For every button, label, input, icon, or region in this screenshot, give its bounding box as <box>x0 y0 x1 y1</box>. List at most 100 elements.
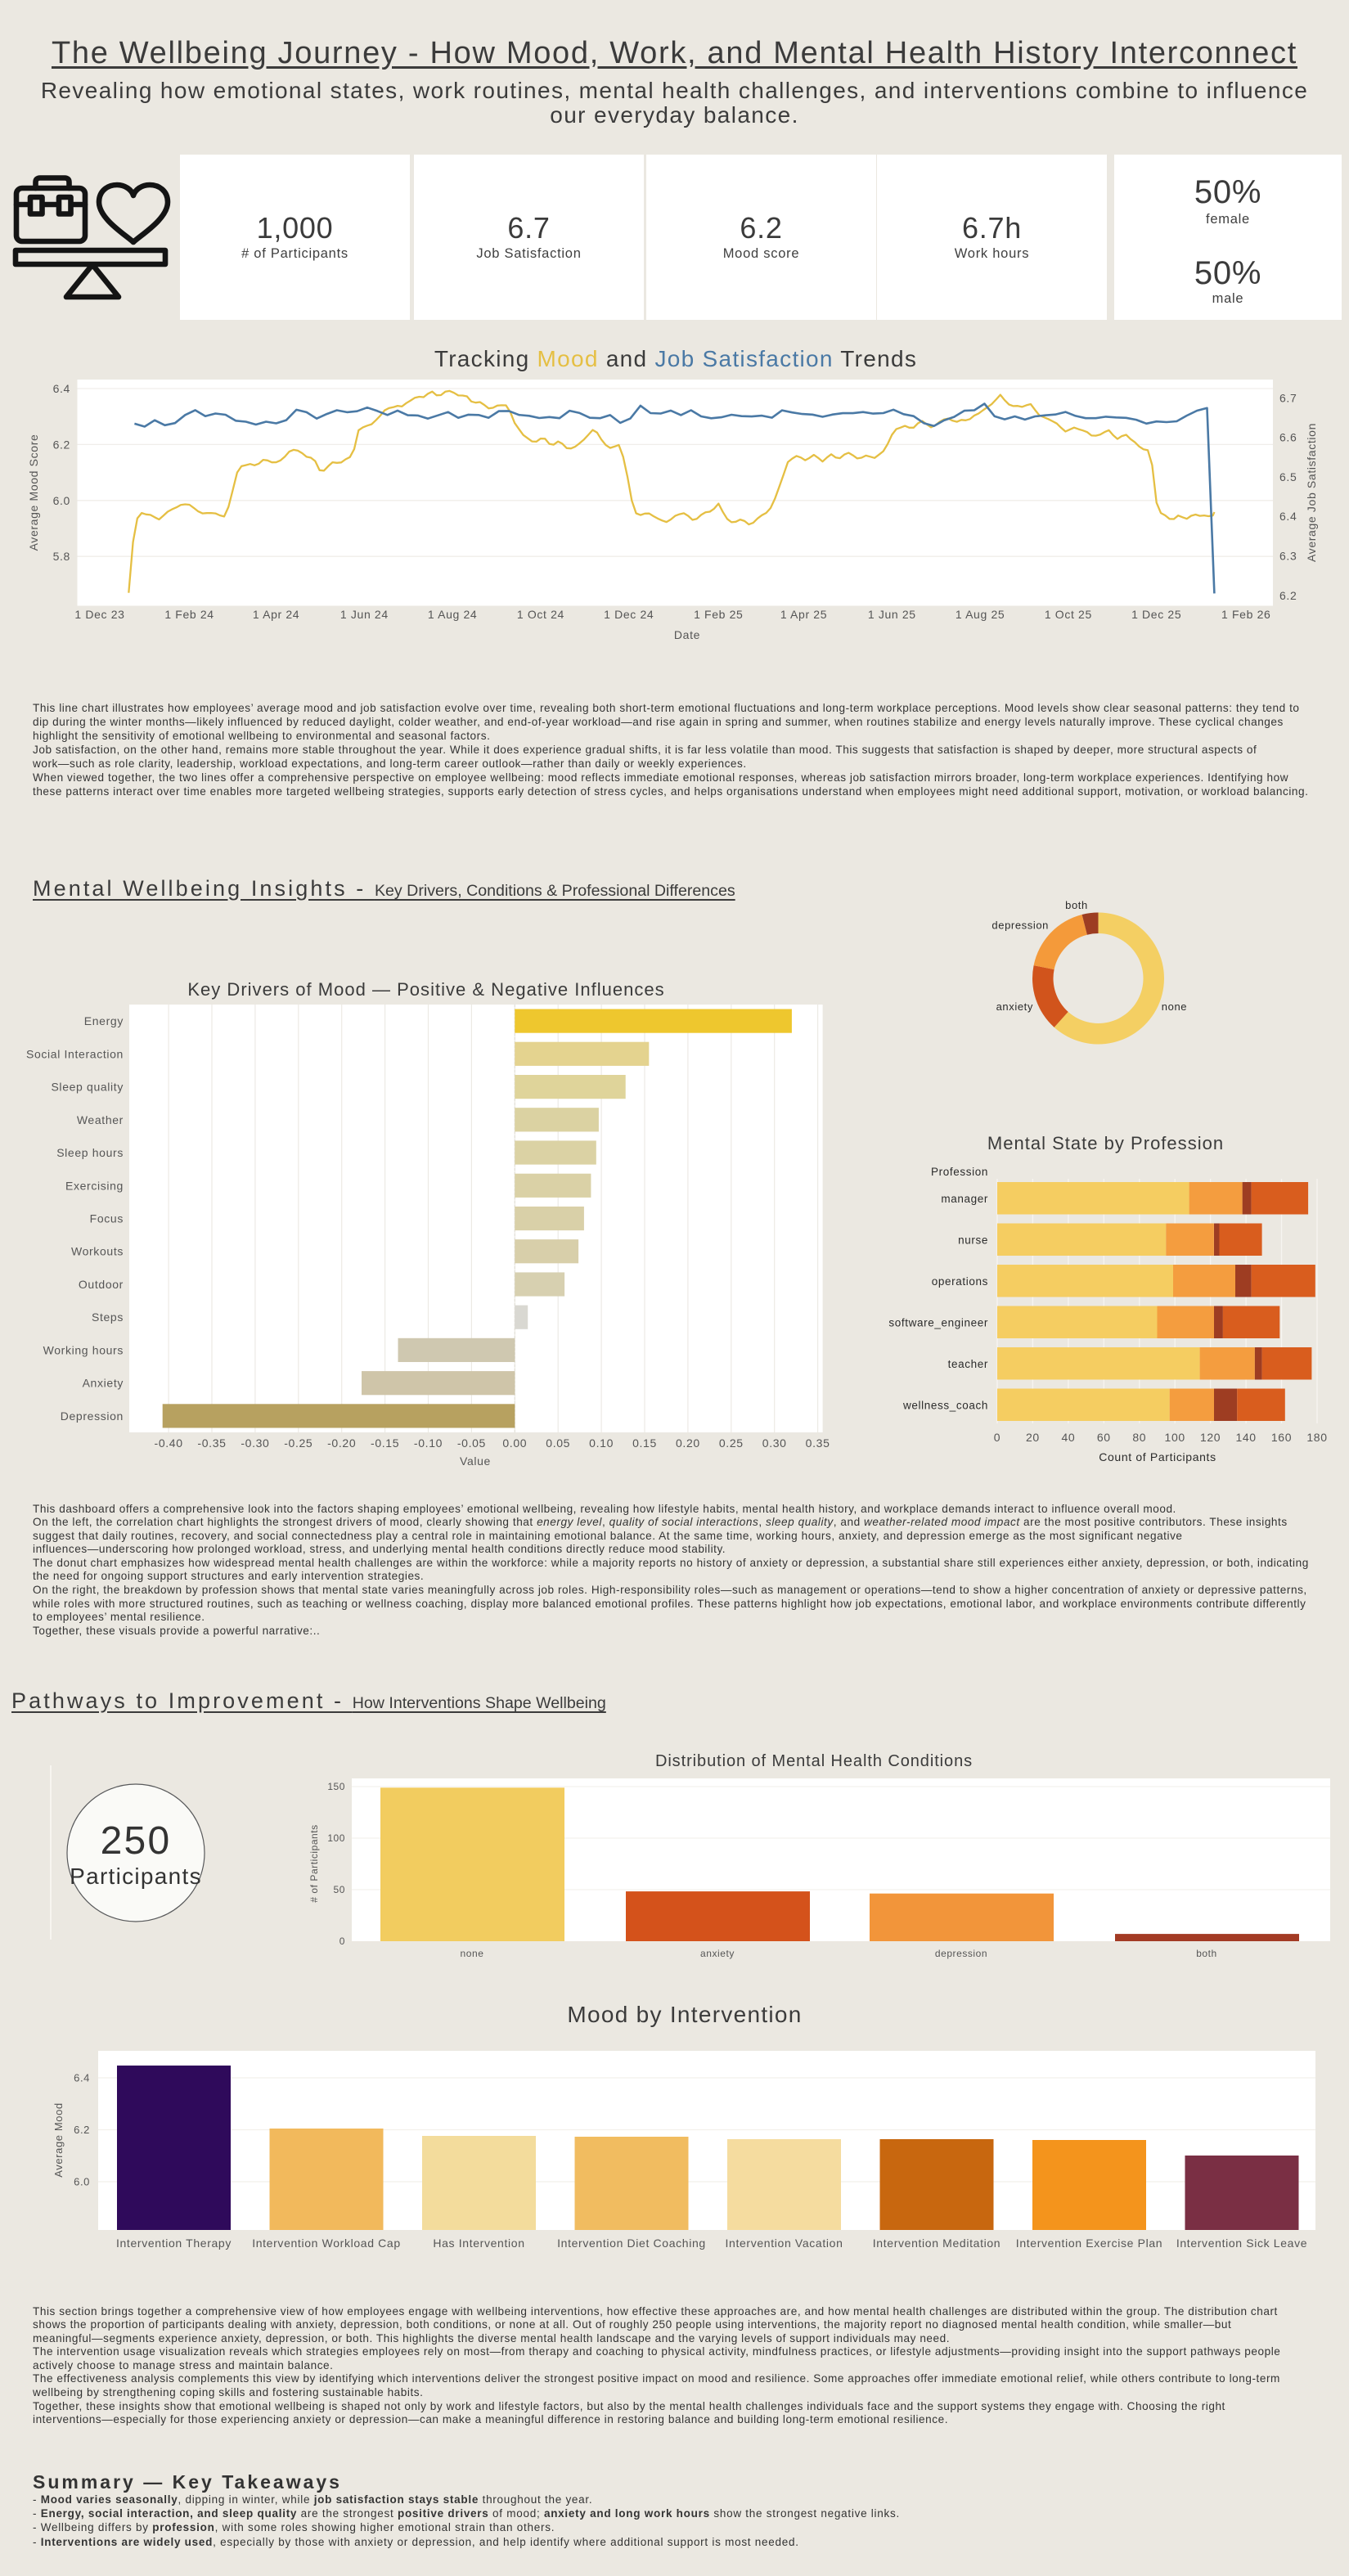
svg-text:-0.30: -0.30 <box>241 1436 269 1450</box>
svg-text:Outdoor: Outdoor <box>79 1278 124 1291</box>
svg-text:Intervention Diet Coaching: Intervention Diet Coaching <box>557 2237 706 2250</box>
svg-text:0.20: 0.20 <box>676 1436 700 1450</box>
svg-text:Participants: Participants <box>70 1863 202 1889</box>
svg-text:Intervention Therapy: Intervention Therapy <box>116 2237 232 2250</box>
svg-text:180: 180 <box>1306 1431 1327 1444</box>
svg-text:-0.10: -0.10 <box>414 1436 443 1450</box>
svg-text:1 Feb 25: 1 Feb 25 <box>694 608 743 621</box>
svg-text:Intervention Vacation: Intervention Vacation <box>725 2237 843 2250</box>
svg-text:Mood by Intervention: Mood by Intervention <box>567 2002 802 2027</box>
svg-text:Profession: Profession <box>931 1166 988 1178</box>
svg-text:teacher: teacher <box>948 1358 988 1370</box>
svg-text:Intervention Meditation: Intervention Meditation <box>873 2237 1001 2250</box>
svg-text:Average Mood: Average Mood <box>52 2102 65 2178</box>
svg-text:140: 140 <box>1235 1431 1256 1444</box>
svg-text:Weather: Weather <box>77 1113 124 1126</box>
svg-text:none: none <box>461 1948 484 1959</box>
svg-text:6.7: 6.7 <box>1279 391 1297 404</box>
svg-text:anxiety: anxiety <box>700 1948 735 1959</box>
svg-text:Working hours: Working hours <box>43 1343 124 1356</box>
svg-text:Intervention Exercise Plan: Intervention Exercise Plan <box>1016 2237 1162 2250</box>
svg-text:150: 150 <box>327 1781 345 1792</box>
svg-text:40: 40 <box>1061 1431 1075 1444</box>
svg-text:-0.05: -0.05 <box>457 1436 486 1450</box>
svg-text:Value: Value <box>460 1454 491 1468</box>
svg-text:0: 0 <box>339 1935 345 1947</box>
svg-text:anxiety: anxiety <box>996 1000 1033 1013</box>
svg-text:operations: operations <box>932 1275 988 1288</box>
svg-text:0.05: 0.05 <box>546 1436 570 1450</box>
svg-text:1 Aug 25: 1 Aug 25 <box>956 608 1005 621</box>
svg-text:6.6: 6.6 <box>1279 431 1297 444</box>
svg-text:Focus: Focus <box>90 1212 124 1225</box>
svg-text:Sleep hours: Sleep hours <box>56 1146 124 1159</box>
svg-text:Key Drivers of Mood — Positive: Key Drivers of Mood — Positive & Negativ… <box>187 979 664 1000</box>
svg-text:software_engineer: software_engineer <box>888 1317 988 1329</box>
svg-text:Average Mood Score: Average Mood Score <box>27 434 40 551</box>
svg-text:Distribution of Mental Health: Distribution of Mental Health Conditions <box>655 1752 973 1770</box>
svg-text:6.2: 6.2 <box>1279 589 1297 602</box>
svg-text:depression: depression <box>992 919 1049 932</box>
svg-text:0.00: 0.00 <box>502 1436 527 1450</box>
svg-text:Anxiety: Anxiety <box>83 1377 124 1390</box>
svg-text:1 Jun 25: 1 Jun 25 <box>868 608 916 621</box>
svg-text:0: 0 <box>994 1431 1001 1444</box>
svg-text:6.2: 6.2 <box>53 438 70 451</box>
svg-text:6.4: 6.4 <box>53 382 70 395</box>
svg-text:Average Job Satisfaction: Average Job Satisfaction <box>1305 423 1318 562</box>
svg-text:1 Apr 24: 1 Apr 24 <box>253 608 299 621</box>
svg-text:nurse: nurse <box>958 1234 988 1247</box>
svg-text:0.35: 0.35 <box>806 1436 830 1450</box>
svg-text:100: 100 <box>1165 1431 1185 1444</box>
svg-text:-0.40: -0.40 <box>155 1436 183 1450</box>
svg-text:6.0: 6.0 <box>74 2176 90 2188</box>
svg-text:wellness_coach: wellness_coach <box>902 1400 988 1412</box>
svg-text:Workouts: Workouts <box>71 1245 124 1258</box>
svg-text:6.5: 6.5 <box>1279 470 1297 483</box>
svg-text:120: 120 <box>1200 1431 1221 1444</box>
svg-text:Exercising: Exercising <box>65 1179 124 1192</box>
svg-text:Sleep quality: Sleep quality <box>51 1081 124 1094</box>
svg-text:1 Oct 25: 1 Oct 25 <box>1045 608 1092 621</box>
svg-text:0.25: 0.25 <box>719 1436 744 1450</box>
svg-text:-0.15: -0.15 <box>371 1436 399 1450</box>
svg-text:Date: Date <box>674 628 700 641</box>
svg-text:5.8: 5.8 <box>53 550 70 563</box>
svg-text:1 Aug 24: 1 Aug 24 <box>428 608 477 621</box>
svg-text:Steps: Steps <box>92 1310 124 1324</box>
svg-text:50: 50 <box>334 1884 345 1895</box>
svg-text:6.2: 6.2 <box>74 2124 90 2136</box>
svg-text:160: 160 <box>1271 1431 1292 1444</box>
svg-text:1 Apr 25: 1 Apr 25 <box>780 608 827 621</box>
svg-text:Intervention Workload Cap: Intervention Workload Cap <box>252 2237 401 2250</box>
svg-text:-0.20: -0.20 <box>327 1436 356 1450</box>
svg-text:# of Participants: # of Participants <box>308 1824 320 1902</box>
svg-text:Count of Participants: Count of Participants <box>1099 1450 1216 1463</box>
svg-text:Intervention Sick Leave: Intervention Sick Leave <box>1176 2237 1307 2250</box>
svg-text:both: both <box>1065 900 1088 911</box>
svg-text:6.3: 6.3 <box>1279 550 1297 563</box>
svg-text:Mental State by Profession: Mental State by Profession <box>987 1133 1224 1153</box>
svg-text:Tracking Mood and Job Satisfac: Tracking Mood and Job Satisfaction Trend… <box>434 346 917 371</box>
svg-text:0.30: 0.30 <box>762 1436 787 1450</box>
svg-text:Energy: Energy <box>84 1014 124 1027</box>
svg-text:Depression: Depression <box>61 1409 124 1423</box>
svg-text:6.4: 6.4 <box>1279 510 1297 523</box>
svg-text:Has Intervention: Has Intervention <box>433 2237 524 2250</box>
svg-text:1 Dec 24: 1 Dec 24 <box>604 608 654 621</box>
svg-text:0.15: 0.15 <box>632 1436 657 1450</box>
svg-text:manager: manager <box>941 1193 988 1205</box>
svg-text:100: 100 <box>327 1832 345 1844</box>
svg-text:6.4: 6.4 <box>74 2072 90 2084</box>
svg-text:0.10: 0.10 <box>589 1436 614 1450</box>
svg-text:both: both <box>1196 1948 1217 1959</box>
svg-text:80: 80 <box>1132 1431 1146 1444</box>
svg-text:250: 250 <box>101 1819 172 1863</box>
svg-text:1 Dec 23: 1 Dec 23 <box>74 608 124 621</box>
svg-text:6.0: 6.0 <box>53 494 70 507</box>
svg-text:-0.25: -0.25 <box>284 1436 313 1450</box>
svg-text:-0.35: -0.35 <box>197 1436 226 1450</box>
svg-text:20: 20 <box>1026 1431 1040 1444</box>
svg-text:1 Feb 24: 1 Feb 24 <box>164 608 214 621</box>
svg-text:60: 60 <box>1097 1431 1111 1444</box>
